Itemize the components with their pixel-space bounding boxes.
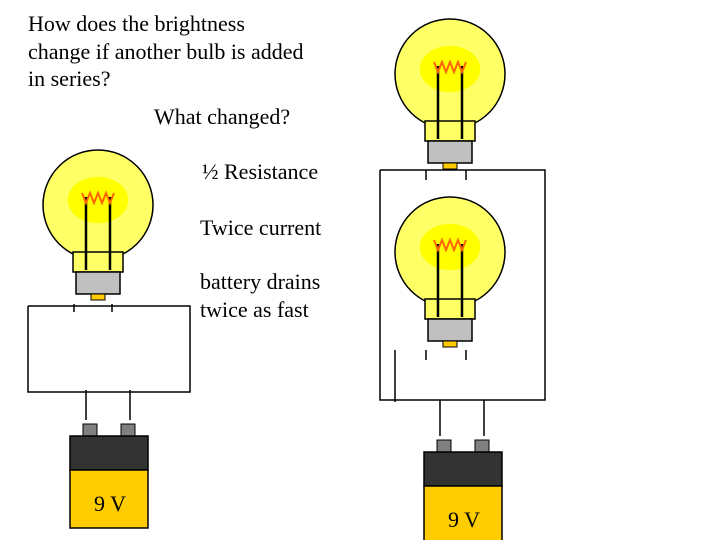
battery-left-label: 9 V: [94, 490, 126, 518]
question-changed: What changed?: [154, 103, 290, 131]
answer-resistance: ½ Resistance: [202, 158, 318, 186]
battery-right-label: 9 V: [448, 506, 480, 534]
title-text: How does the brightnesschange if another…: [28, 10, 304, 93]
answer-drain: battery drains twice as fast: [200, 268, 320, 323]
answer-current: Twice current: [200, 214, 321, 242]
